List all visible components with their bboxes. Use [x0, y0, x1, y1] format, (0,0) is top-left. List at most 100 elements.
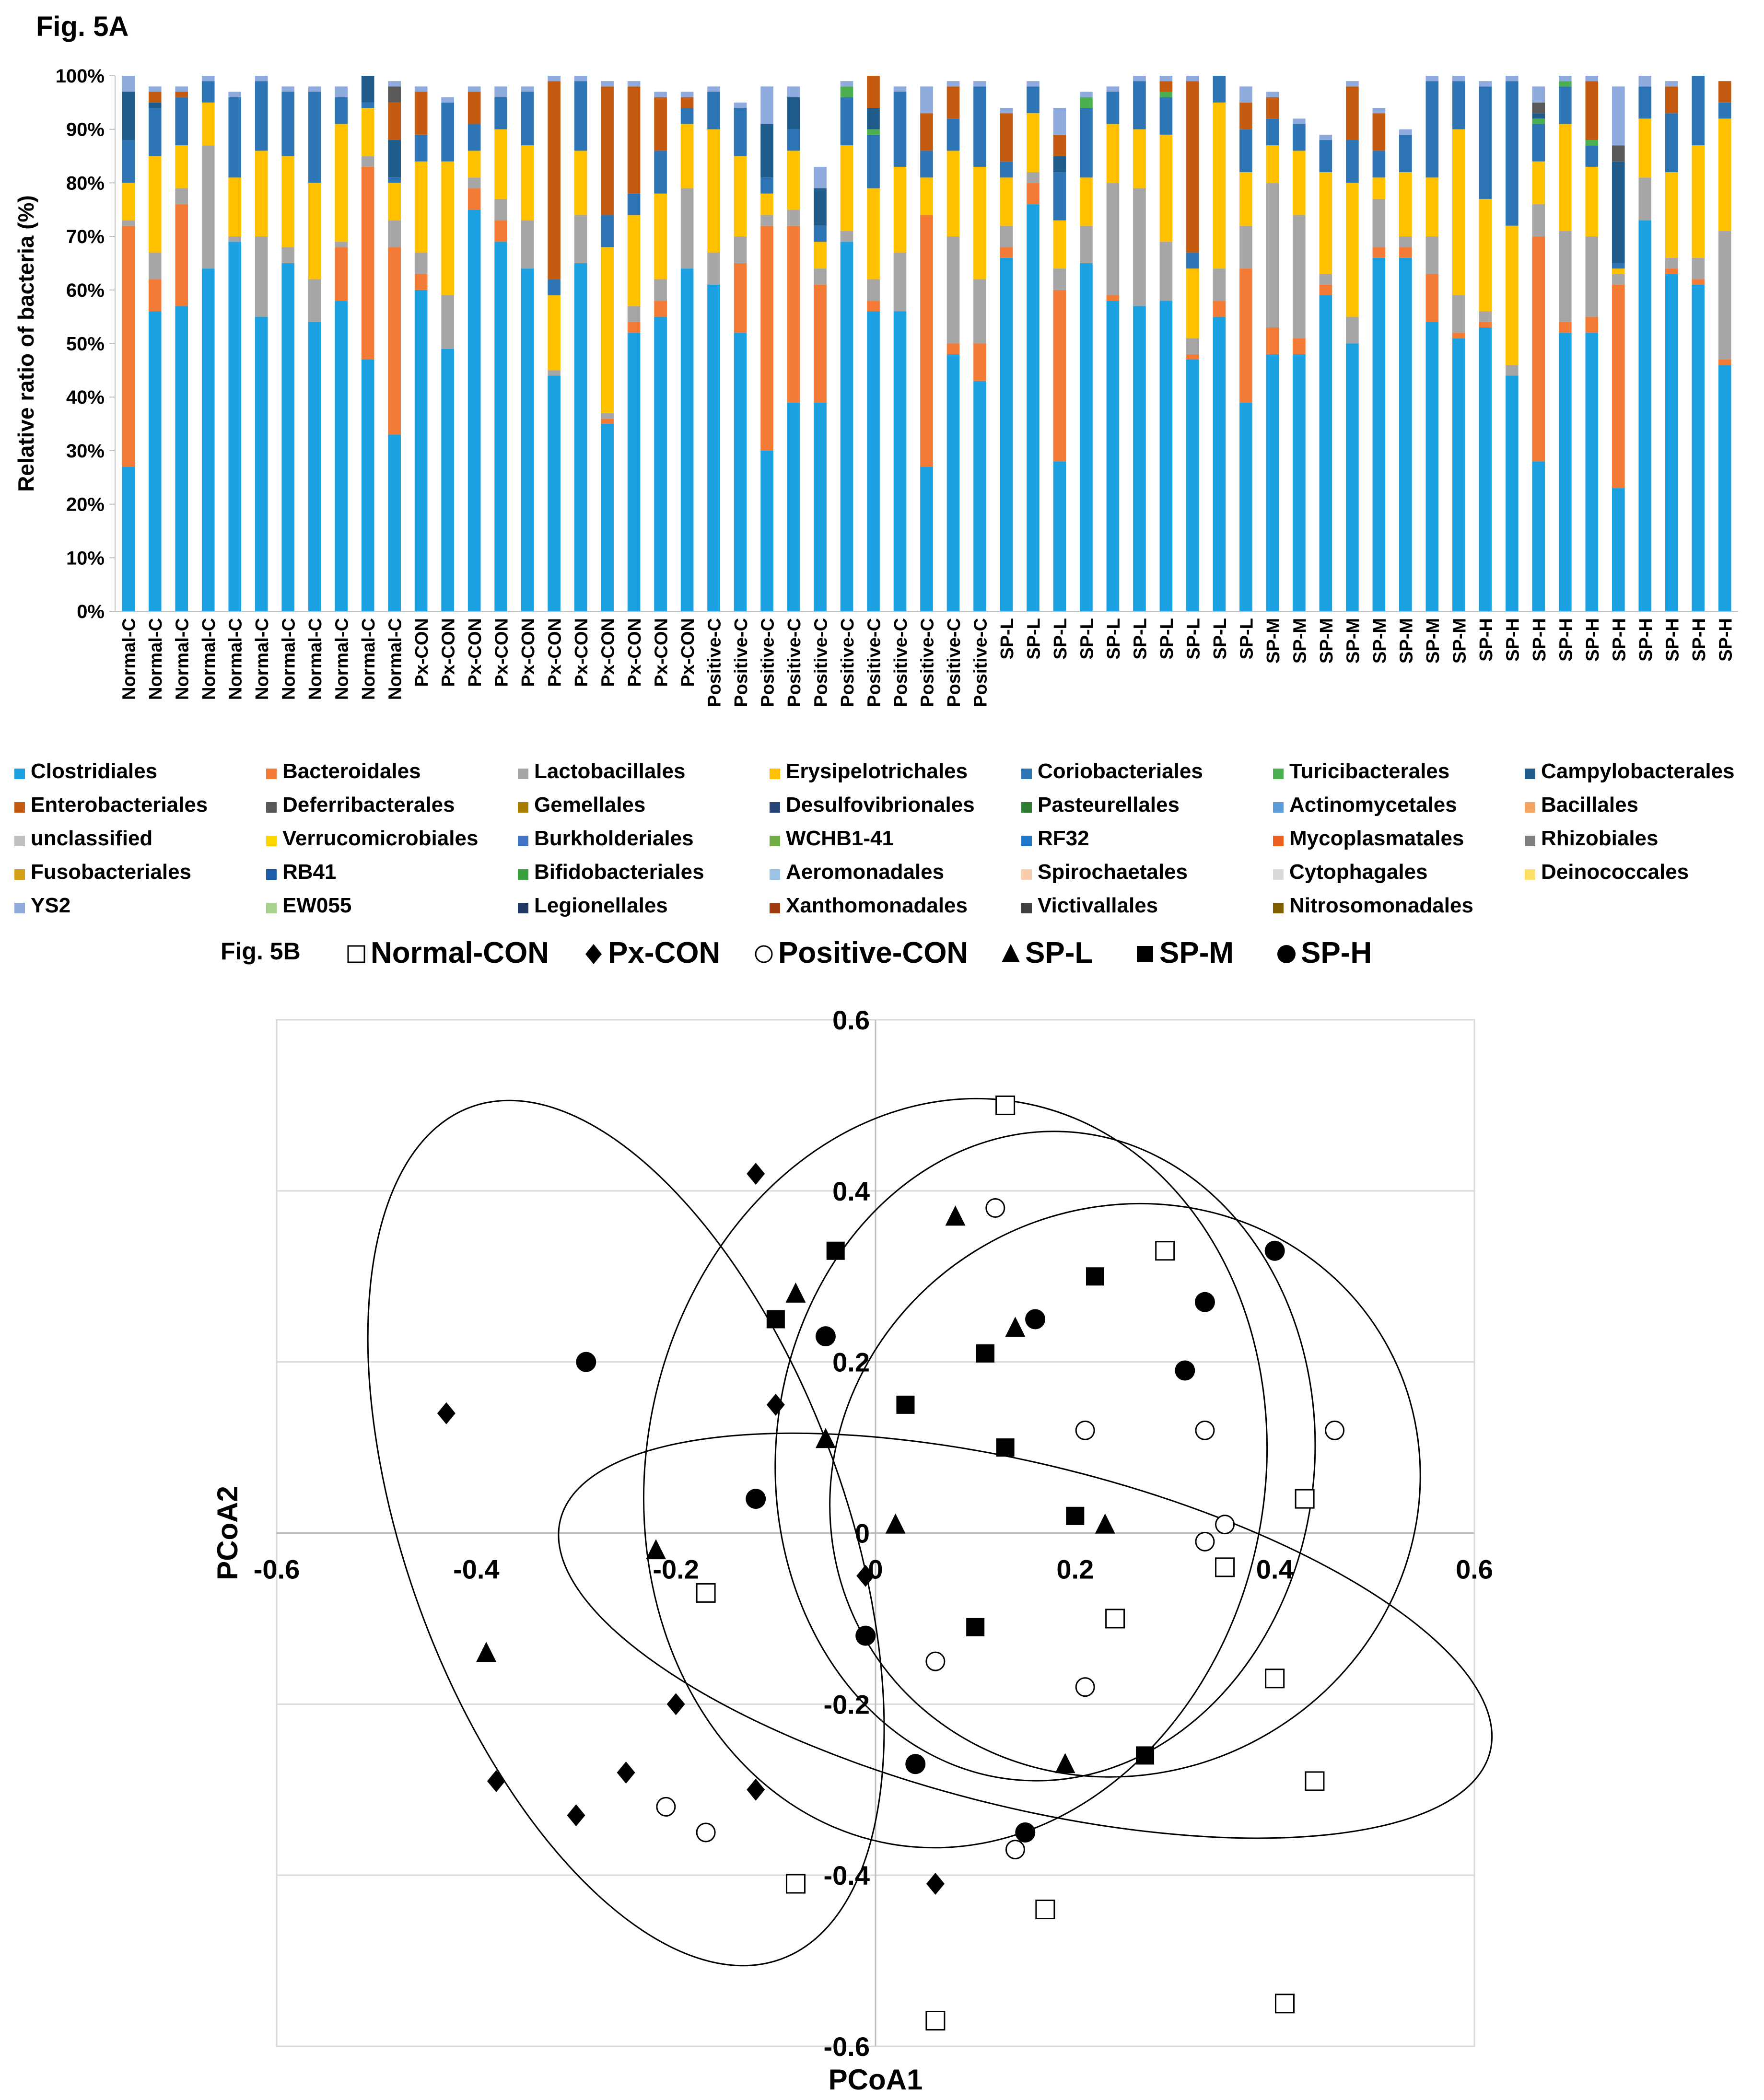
- bar-segment-erysipelotrichales: [920, 177, 933, 215]
- legend-swatch: [518, 869, 528, 880]
- bar-segment-clostridiales: [122, 467, 135, 611]
- x-category-label: SP-L: [1237, 618, 1257, 660]
- bar-segment-enterobacteriales: [601, 86, 614, 215]
- bar-segment-lactobacillales: [361, 156, 374, 167]
- y-tick-label: -0.2: [824, 1689, 870, 1719]
- bar-segment-erysipelotrichales: [1213, 102, 1226, 269]
- legend-label: Positive-CON: [778, 936, 968, 969]
- y-tick-label: 0%: [77, 601, 105, 622]
- y-tick-label: 50%: [66, 334, 105, 355]
- bar-segment-coriobacteriales: [441, 102, 454, 162]
- point-sp-m: [1136, 1746, 1155, 1765]
- bar-segment-coriobacteriales: [388, 177, 401, 183]
- point-px-con: [617, 1762, 635, 1784]
- y-tick-label: 0.2: [832, 1347, 870, 1377]
- bar-segment-enterobacteriales: [867, 76, 880, 108]
- point-sp-h: [576, 1352, 596, 1372]
- bar-segment-deferribacterales: [388, 86, 401, 103]
- bar-segment-erysipelotrichales: [1239, 172, 1252, 226]
- x-category-label: SP-L: [1024, 618, 1044, 660]
- x-category-label: Positive-C: [705, 618, 725, 707]
- bar-segment-erysipelotrichales: [814, 242, 827, 269]
- bar-segment-clostridiales: [787, 402, 800, 611]
- bar-segment-erysipelotrichales: [867, 188, 880, 280]
- x-category-label: SP-H: [1583, 618, 1603, 662]
- bar-segment-clostridiales: [814, 402, 827, 611]
- bar-segment-clostridiales: [840, 242, 853, 611]
- bar-segment-clostridiales: [601, 424, 614, 611]
- bar-segment-bacteroidales: [1266, 327, 1279, 354]
- bar-segment-clostridiales: [175, 306, 188, 611]
- bar-segment-bacteroidales: [1053, 290, 1066, 462]
- legend-swatch: [1021, 903, 1032, 913]
- point-sp-h: [1175, 1360, 1195, 1381]
- legend-label: Erysipelotrichales: [786, 759, 968, 783]
- bar-segment-bacteroidales: [1452, 333, 1465, 338]
- bar-segment-bacteroidales: [973, 343, 986, 381]
- bar-segment-coriobacteriales: [814, 225, 827, 242]
- bar-segment-lactobacillales: [548, 370, 561, 376]
- bar-segment-lactobacillales: [814, 268, 827, 285]
- bar-segment-erysipelotrichales: [1159, 134, 1173, 242]
- x-category-label: Positive-C: [811, 618, 831, 707]
- bar-segment-coriobacteriales: [1293, 124, 1306, 151]
- bar-segment-coriobacteriales: [760, 177, 773, 194]
- bar-segment-lactobacillales: [1718, 231, 1731, 360]
- bar-segment-lactobacillales: [707, 252, 720, 285]
- y-tick-label: 20%: [66, 494, 105, 515]
- bar-segment-lactobacillales: [1558, 231, 1572, 322]
- point-sp-m: [976, 1344, 994, 1363]
- bar-segment-coriobacteriales: [548, 279, 561, 295]
- y-tick-label: 70%: [66, 226, 105, 247]
- bar-segment-lactobacillales: [1000, 225, 1013, 247]
- legend-label: Turicibacterales: [1289, 759, 1449, 783]
- bar-segment-erysipelotrichales: [335, 124, 348, 242]
- bar-segment-coriobacteriales: [1585, 145, 1599, 167]
- bar-segment-erysipelotrichales: [1718, 118, 1731, 231]
- bar-segment-bacteroidales: [734, 263, 747, 333]
- bar-segment-coriobacteriales: [1213, 76, 1226, 103]
- bar-segment-erysipelotrichales: [521, 145, 534, 221]
- x-category-label: SP-L: [1183, 618, 1203, 660]
- bar-segment-bacteroidales: [867, 301, 880, 312]
- bar-segment-erysipelotrichales: [601, 247, 614, 413]
- bar-segment-clostridiales: [1506, 375, 1519, 611]
- x-category-label: Px-CON: [518, 618, 538, 687]
- legend-swatch: [1273, 802, 1284, 813]
- bar-segment-clostridiales: [1186, 360, 1199, 611]
- bar-segment-ys2: [627, 81, 641, 87]
- bar-segment-bacteroidales: [654, 301, 667, 317]
- legend-swatch: [1525, 869, 1535, 880]
- legend-label: Cytophagales: [1289, 860, 1428, 884]
- x-category-label: SP-L: [1130, 618, 1150, 660]
- bar-segment-erysipelotrichales: [281, 156, 295, 247]
- bar-segment-coriobacteriales: [1239, 129, 1252, 173]
- legend-swatch: [14, 802, 25, 813]
- bar-segment-clostridiales: [335, 301, 348, 611]
- point-sp-l: [785, 1282, 806, 1303]
- x-category-label: Positive-C: [944, 618, 964, 707]
- x-category-label: SP-H: [1556, 618, 1576, 662]
- bar-segment-coriobacteriales: [1080, 108, 1093, 178]
- bar-segment-coriobacteriales: [840, 97, 853, 146]
- legend-label: Deferribacterales: [282, 793, 455, 817]
- bar-segment-lactobacillales: [946, 236, 960, 344]
- bar-segment-lactobacillales: [281, 247, 295, 263]
- bar-segment-clostridiales: [1159, 301, 1173, 611]
- bar-segment-ys2: [973, 81, 986, 87]
- bar-segment-coriobacteriales: [1558, 86, 1572, 124]
- bar-segment-bacteroidales: [920, 215, 933, 467]
- bar-segment-erysipelotrichales: [1319, 172, 1332, 274]
- bar-segment-coriobacteriales: [201, 81, 215, 103]
- bar-segment-campylobacterales: [867, 108, 880, 129]
- x-category-label: SP-L: [1051, 618, 1071, 660]
- legend-marker: [755, 945, 773, 963]
- bar-segment-clostridiales: [920, 467, 933, 611]
- bar-segment-erysipelotrichales: [1293, 151, 1306, 215]
- point-px-con: [747, 1778, 765, 1801]
- bar-segment-campylobacterales: [760, 124, 773, 178]
- y-tick-label: -0.6: [824, 2031, 870, 2062]
- bar-segment-ys2: [1506, 76, 1519, 82]
- fig5a-label: Fig. 5A: [36, 11, 129, 42]
- legend-swatch: [1021, 802, 1032, 813]
